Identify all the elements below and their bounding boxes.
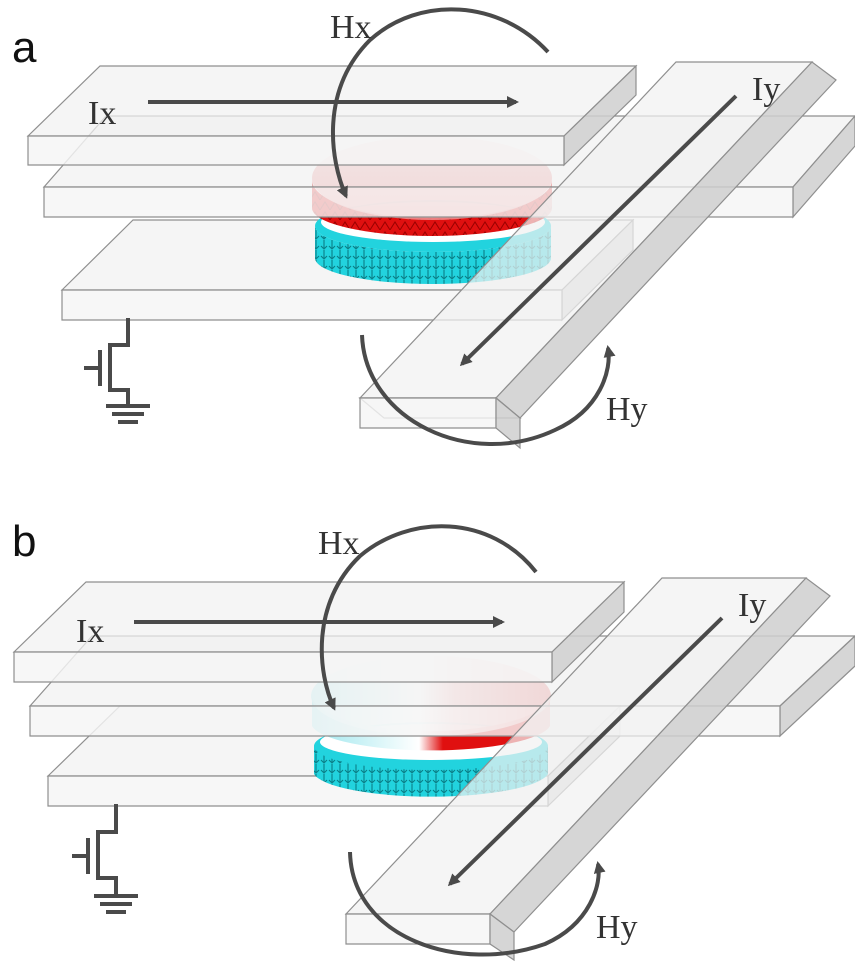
hy-label: Hy [596,909,638,946]
hy-label: Hy [606,391,648,428]
hx-label: Hx [318,525,360,562]
iy-label: Iy [752,71,780,108]
access-transistor [84,318,150,424]
panel-letter: a [12,23,37,72]
hx-label: Hx [330,9,372,46]
ix-label: Ix [88,95,116,132]
panel-a: a Hx Ix Iy Hy [12,7,855,450]
current-line-x [12,580,626,684]
panel-b: b Hx Ix Iy Hy [0,484,855,968]
current-line-y [358,61,837,450]
hx-field-arrow [330,7,550,199]
panel-letter: b [12,517,36,566]
ix-label: Ix [76,613,104,650]
device-diagram-a: a Hx Ix Iy Hy [12,7,855,450]
iy-current-arrow [459,94,738,367]
current-line-y [344,577,831,962]
hy-field-arrow [348,851,606,957]
hy-field-arrow [360,334,616,446]
iy-current-arrow [447,616,724,887]
device-diagram-b: b Hx Ix Iy Hy [12,517,855,962]
hx-field-arrow [319,524,538,711]
iy-label: Iy [738,587,766,624]
access-transistor [72,804,138,914]
